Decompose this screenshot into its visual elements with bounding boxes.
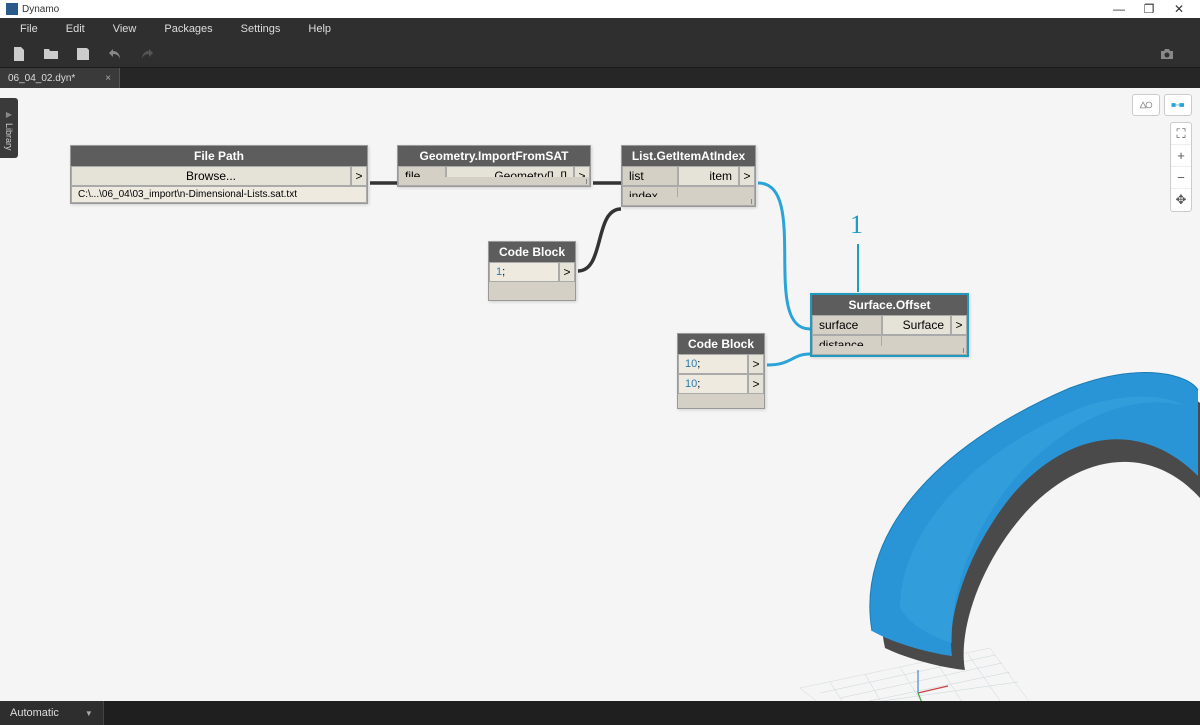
minimize-button[interactable]: —: [1104, 2, 1134, 16]
menu-bar: File Edit View Packages Settings Help: [0, 18, 1200, 40]
input-port-list[interactable]: list: [622, 166, 678, 186]
output-port-item[interactable]: item: [678, 166, 739, 186]
menu-view[interactable]: View: [99, 23, 151, 35]
menu-help[interactable]: Help: [294, 23, 345, 35]
run-mode-dropdown[interactable]: Automatic ▼: [0, 701, 104, 725]
run-mode-label: Automatic: [10, 707, 59, 719]
caret-down-icon: ▼: [85, 709, 93, 718]
code-input-line2[interactable]: 10;: [678, 374, 748, 394]
undo-icon[interactable]: [106, 45, 124, 63]
node-list-get-item-at-index[interactable]: List.GetItemAtIndex list item > index: [621, 145, 756, 207]
status-bar: Automatic ▼: [0, 701, 1200, 725]
input-port-surface[interactable]: surface: [812, 315, 882, 335]
output-port-chevron[interactable]: >: [748, 374, 764, 394]
output-port-chevron[interactable]: >: [951, 315, 967, 335]
code-input-line1[interactable]: 10;: [678, 354, 748, 374]
zoom-out-icon[interactable]: −: [1171, 167, 1191, 189]
node-surface-offset[interactable]: Surface.Offset surface Surface > distanc…: [810, 293, 969, 357]
document-tab[interactable]: 06_04_02.dyn* ×: [0, 68, 120, 88]
node-code-block-2[interactable]: Code Block 10; > 10; >: [677, 333, 765, 409]
node-title: List.GetItemAtIndex: [622, 146, 755, 166]
library-label: Library: [4, 123, 14, 151]
wire: [767, 354, 810, 365]
node-title: Code Block: [489, 242, 575, 262]
output-port-chevron[interactable]: >: [351, 166, 367, 186]
new-file-icon[interactable]: [10, 45, 28, 63]
callout-number: 1: [850, 210, 863, 240]
node-code-block-1[interactable]: Code Block 1; >: [488, 241, 576, 301]
callout-line: [857, 244, 859, 292]
title-bar: Dynamo — ❐ ✕: [0, 0, 1200, 18]
tab-bar: 06_04_02.dyn* ×: [0, 68, 1200, 88]
save-icon[interactable]: [74, 45, 92, 63]
close-button[interactable]: ✕: [1164, 2, 1194, 16]
wire: [578, 209, 621, 271]
browse-button[interactable]: Browse...: [71, 166, 351, 186]
redo-icon[interactable]: [138, 45, 156, 63]
library-panel-toggle[interactable]: ▶ Library: [0, 98, 18, 158]
output-port-chevron[interactable]: >: [559, 262, 575, 282]
zoom-fit-icon[interactable]: ⛶: [1171, 123, 1191, 145]
zoom-in-icon[interactable]: +: [1171, 145, 1191, 167]
menu-packages[interactable]: Packages: [150, 23, 226, 35]
node-geometry-import-from-sat[interactable]: Geometry.ImportFromSAT file Geometry[]..…: [397, 145, 591, 187]
node-view-toggle[interactable]: [1164, 94, 1192, 116]
node-title: File Path: [71, 146, 367, 166]
output-port-surface[interactable]: Surface: [882, 315, 951, 335]
output-port-chevron[interactable]: >: [739, 166, 755, 186]
app-logo-icon: [6, 3, 18, 15]
code-input[interactable]: 1;: [489, 262, 559, 282]
output-port-chevron[interactable]: >: [748, 354, 764, 374]
node-title: Code Block: [678, 334, 764, 354]
maximize-button[interactable]: ❐: [1134, 2, 1164, 16]
menu-settings[interactable]: Settings: [227, 23, 295, 35]
chevron-right-icon: ▶: [6, 110, 12, 119]
geometry-view-toggle[interactable]: [1132, 94, 1160, 116]
tab-label: 06_04_02.dyn*: [8, 73, 75, 84]
zoom-toolbar: ⛶ + − ✥: [1170, 122, 1192, 212]
zoom-pan-icon[interactable]: ✥: [1171, 189, 1191, 211]
window-title: Dynamo: [22, 4, 59, 15]
open-file-icon[interactable]: [42, 45, 60, 63]
toolbar: [0, 40, 1200, 68]
tab-close-icon[interactable]: ×: [105, 73, 111, 84]
camera-icon[interactable]: [1158, 45, 1176, 63]
workspace-canvas[interactable]: ▶ Library ⛶ + − ✥: [0, 88, 1200, 701]
view-toolbar: [1132, 94, 1192, 116]
menu-edit[interactable]: Edit: [52, 23, 99, 35]
node-title: Surface.Offset: [812, 295, 967, 315]
geometry-preview: [770, 298, 1200, 701]
file-path-value: C:\...\06_04\03_import\n-Dimensional-Lis…: [71, 186, 367, 203]
wire: [758, 183, 810, 329]
menu-file[interactable]: File: [6, 23, 52, 35]
node-title: Geometry.ImportFromSAT: [398, 146, 590, 166]
node-file-path[interactable]: File Path Browse... > C:\...\06_04\03_im…: [70, 145, 368, 204]
